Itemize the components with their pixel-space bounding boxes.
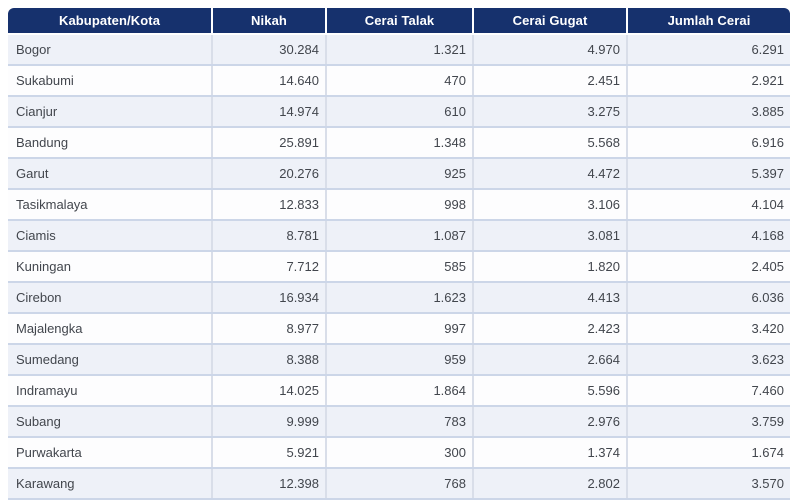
value-cell: 5.397 bbox=[628, 159, 790, 188]
value-cell: 9.999 bbox=[213, 407, 325, 436]
value-cell: 1.087 bbox=[327, 221, 472, 250]
column-header-cerai-talak: Cerai Talak bbox=[327, 8, 472, 33]
value-cell: 959 bbox=[327, 345, 472, 374]
region-name-cell: Bandung bbox=[8, 128, 211, 157]
value-cell: 5.568 bbox=[474, 128, 626, 157]
value-cell: 4.104 bbox=[628, 190, 790, 219]
value-cell: 6.291 bbox=[628, 35, 790, 64]
value-cell: 470 bbox=[327, 66, 472, 95]
value-cell: 997 bbox=[327, 314, 472, 343]
region-name-cell: Bogor bbox=[8, 35, 211, 64]
value-cell: 2.451 bbox=[474, 66, 626, 95]
region-name-cell: Cirebon bbox=[8, 283, 211, 312]
value-cell: 2.921 bbox=[628, 66, 790, 95]
value-cell: 7.712 bbox=[213, 252, 325, 281]
value-cell: 8.781 bbox=[213, 221, 325, 250]
table-header-row: Kabupaten/Kota Nikah Cerai Talak Cerai G… bbox=[8, 8, 790, 33]
region-name-cell: Cianjur bbox=[8, 97, 211, 126]
value-cell: 610 bbox=[327, 97, 472, 126]
region-name-cell: Indramayu bbox=[8, 376, 211, 405]
value-cell: 3.081 bbox=[474, 221, 626, 250]
value-cell: 1.864 bbox=[327, 376, 472, 405]
region-name-cell: Ciamis bbox=[8, 221, 211, 250]
region-name-cell: Karawang bbox=[8, 469, 211, 498]
value-cell: 1.623 bbox=[327, 283, 472, 312]
region-name-cell: Garut bbox=[8, 159, 211, 188]
value-cell: 4.168 bbox=[628, 221, 790, 250]
table-row: Garut 20.276 925 4.472 5.397 bbox=[8, 159, 790, 190]
table-row: Cirebon 16.934 1.623 4.413 6.036 bbox=[8, 283, 790, 314]
value-cell: 998 bbox=[327, 190, 472, 219]
region-name-cell: Purwakarta bbox=[8, 438, 211, 467]
value-cell: 1.820 bbox=[474, 252, 626, 281]
column-header-kabupaten-kota: Kabupaten/Kota bbox=[8, 8, 211, 33]
value-cell: 1.674 bbox=[628, 438, 790, 467]
value-cell: 1.348 bbox=[327, 128, 472, 157]
table-row: Sukabumi 14.640 470 2.451 2.921 bbox=[8, 66, 790, 97]
value-cell: 3.570 bbox=[628, 469, 790, 498]
table-row: Cianjur 14.974 610 3.275 3.885 bbox=[8, 97, 790, 128]
value-cell: 300 bbox=[327, 438, 472, 467]
value-cell: 20.276 bbox=[213, 159, 325, 188]
value-cell: 7.460 bbox=[628, 376, 790, 405]
value-cell: 783 bbox=[327, 407, 472, 436]
table-row: Tasikmalaya 12.833 998 3.106 4.104 bbox=[8, 190, 790, 221]
table-row: Kuningan 7.712 585 1.820 2.405 bbox=[8, 252, 790, 283]
column-header-nikah: Nikah bbox=[213, 8, 325, 33]
value-cell: 3.759 bbox=[628, 407, 790, 436]
table-row: Karawang 12.398 768 2.802 3.570 bbox=[8, 469, 790, 500]
region-name-cell: Tasikmalaya bbox=[8, 190, 211, 219]
value-cell: 2.664 bbox=[474, 345, 626, 374]
value-cell: 6.036 bbox=[628, 283, 790, 312]
value-cell: 5.921 bbox=[213, 438, 325, 467]
value-cell: 4.413 bbox=[474, 283, 626, 312]
value-cell: 4.970 bbox=[474, 35, 626, 64]
table-row: Sumedang 8.388 959 2.664 3.623 bbox=[8, 345, 790, 376]
value-cell: 2.423 bbox=[474, 314, 626, 343]
value-cell: 1.321 bbox=[327, 35, 472, 64]
value-cell: 8.388 bbox=[213, 345, 325, 374]
value-cell: 3.106 bbox=[474, 190, 626, 219]
value-cell: 16.934 bbox=[213, 283, 325, 312]
region-name-cell: Sukabumi bbox=[8, 66, 211, 95]
value-cell: 14.640 bbox=[213, 66, 325, 95]
region-name-cell: Sumedang bbox=[8, 345, 211, 374]
value-cell: 3.275 bbox=[474, 97, 626, 126]
value-cell: 1.374 bbox=[474, 438, 626, 467]
value-cell: 2.976 bbox=[474, 407, 626, 436]
region-name-cell: Kuningan bbox=[8, 252, 211, 281]
value-cell: 768 bbox=[327, 469, 472, 498]
value-cell: 30.284 bbox=[213, 35, 325, 64]
value-cell: 14.025 bbox=[213, 376, 325, 405]
value-cell: 3.885 bbox=[628, 97, 790, 126]
table-row: Indramayu 14.025 1.864 5.596 7.460 bbox=[8, 376, 790, 407]
table-row: Purwakarta 5.921 300 1.374 1.674 bbox=[8, 438, 790, 469]
column-header-jumlah-cerai: Jumlah Cerai bbox=[628, 8, 790, 33]
table-row: Bogor 30.284 1.321 4.970 6.291 bbox=[8, 35, 790, 66]
value-cell: 925 bbox=[327, 159, 472, 188]
region-name-cell: Majalengka bbox=[8, 314, 211, 343]
region-name-cell: Subang bbox=[8, 407, 211, 436]
table-row: Subang 9.999 783 2.976 3.759 bbox=[8, 407, 790, 438]
value-cell: 3.420 bbox=[628, 314, 790, 343]
value-cell: 585 bbox=[327, 252, 472, 281]
value-cell: 4.472 bbox=[474, 159, 626, 188]
table-body: Bogor 30.284 1.321 4.970 6.291 Sukabumi 14.640… bbox=[8, 35, 790, 500]
value-cell: 5.596 bbox=[474, 376, 626, 405]
statistics-table: Kabupaten/Kota Nikah Cerai Talak Cerai G… bbox=[8, 8, 790, 500]
table-row: Ciamis 8.781 1.087 3.081 4.168 bbox=[8, 221, 790, 252]
value-cell: 6.916 bbox=[628, 128, 790, 157]
value-cell: 2.405 bbox=[628, 252, 790, 281]
value-cell: 2.802 bbox=[474, 469, 626, 498]
table-row: Majalengka 8.977 997 2.423 3.420 bbox=[8, 314, 790, 345]
value-cell: 12.398 bbox=[213, 469, 325, 498]
column-header-cerai-gugat: Cerai Gugat bbox=[474, 8, 626, 33]
value-cell: 25.891 bbox=[213, 128, 325, 157]
table-row: Bandung 25.891 1.348 5.568 6.916 bbox=[8, 128, 790, 159]
value-cell: 14.974 bbox=[213, 97, 325, 126]
value-cell: 3.623 bbox=[628, 345, 790, 374]
value-cell: 8.977 bbox=[213, 314, 325, 343]
value-cell: 12.833 bbox=[213, 190, 325, 219]
